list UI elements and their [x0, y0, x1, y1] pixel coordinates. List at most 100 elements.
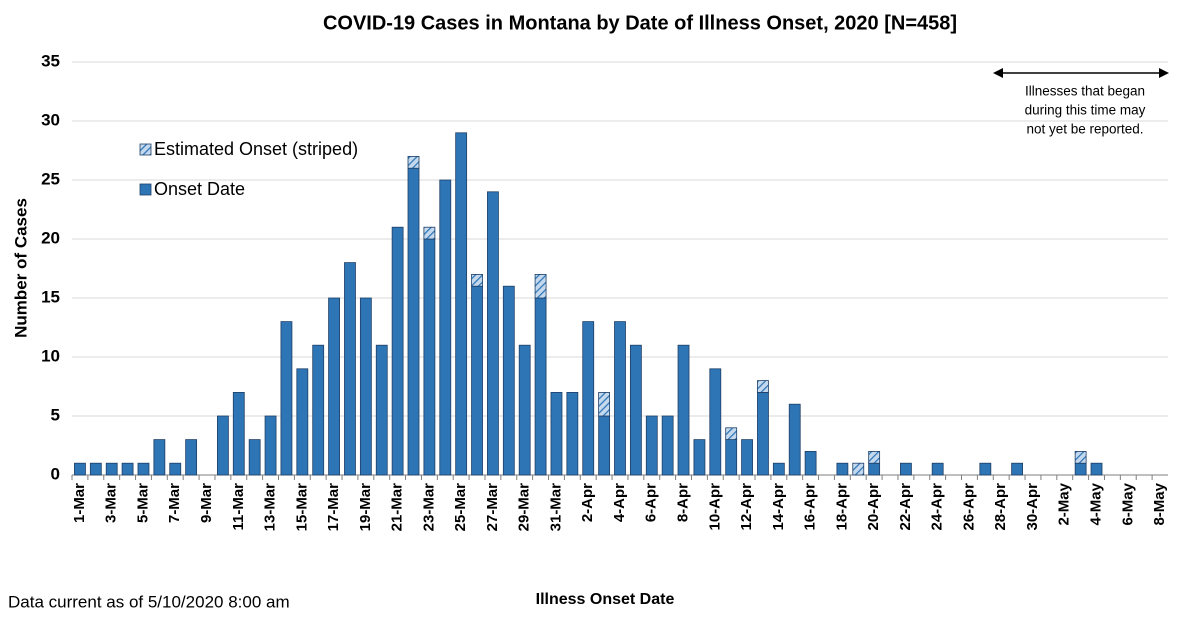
x-tick-label: 2-Apr	[579, 483, 596, 522]
bar	[868, 462, 881, 476]
x-tick-label: 22-Apr	[897, 483, 914, 531]
x-tick-label: 20-Apr	[865, 483, 882, 531]
bar	[296, 368, 309, 476]
bar	[328, 297, 340, 476]
bar	[344, 262, 356, 476]
y-tick-label: 35	[41, 51, 60, 70]
x-tick-label: 2-May	[1056, 482, 1073, 525]
bar	[852, 462, 865, 476]
x-tick-label: 8-Apr	[675, 483, 692, 522]
bar	[693, 439, 706, 476]
bar	[375, 344, 388, 476]
bar	[900, 462, 912, 476]
bar	[868, 450, 881, 464]
bar	[216, 415, 229, 476]
x-tick-label: 5-Mar	[134, 483, 151, 523]
bar	[836, 462, 849, 476]
bar	[169, 462, 182, 476]
x-tick-label: 12-Apr	[738, 483, 755, 531]
x-axis-label: Illness Onset Date	[536, 591, 675, 608]
bar	[677, 344, 690, 476]
x-tick-label: 21-Mar	[389, 483, 406, 532]
bar	[248, 439, 261, 476]
x-tick-label: 26-Apr	[960, 483, 977, 531]
bar	[566, 391, 579, 476]
annotation-line: not yet be reported.	[1026, 122, 1143, 137]
bar	[407, 167, 420, 476]
bar	[359, 297, 372, 476]
x-tick-label: 28-Apr	[992, 483, 1009, 531]
legend-label: Onset Date	[154, 179, 245, 199]
bar	[741, 439, 753, 476]
bar	[1074, 450, 1087, 464]
x-tick-label: 23-Mar	[420, 483, 437, 532]
bar	[614, 321, 626, 476]
bar	[582, 321, 595, 476]
y-tick-label: 0	[51, 464, 60, 483]
x-tick-label: 7-Mar	[166, 483, 183, 523]
annotation-line: Illnesses that began	[1025, 84, 1145, 99]
bar	[804, 450, 817, 476]
bar	[89, 462, 102, 476]
x-tick-label: 6-Apr	[643, 483, 660, 522]
x-tick-label: 31-Mar	[547, 483, 564, 532]
x-tick-label: 25-Mar	[452, 483, 469, 532]
bar	[757, 380, 769, 393]
y-tick-label: 5	[51, 405, 60, 424]
x-tick-label: 4-Apr	[611, 483, 628, 522]
bar	[74, 462, 86, 476]
bar	[725, 427, 738, 440]
annotation-line: during this time may	[1025, 103, 1146, 118]
y-tick-label: 10	[41, 346, 60, 365]
y-axis-label: Number of Cases	[11, 198, 30, 338]
legend: Estimated Onset (striped) Onset Date	[139, 139, 358, 199]
bar	[629, 344, 642, 476]
x-tick-label: 27-Mar	[484, 483, 501, 532]
bar	[534, 273, 547, 299]
bar	[661, 415, 674, 476]
legend-label: Estimated Onset (striped)	[154, 139, 358, 159]
bar	[550, 391, 563, 476]
footnote: Data current as of 5/10/2020 8:00 am	[8, 592, 290, 611]
x-tick-label: 30-Apr	[1024, 483, 1041, 531]
legend-swatch	[139, 183, 152, 196]
x-tick-label: 4-May	[1087, 482, 1104, 525]
x-tick-label: 24-Apr	[929, 483, 946, 531]
x-tick-label: 6-May	[1119, 482, 1136, 525]
bar	[455, 132, 468, 476]
x-tick-label: 1-Mar	[71, 483, 88, 523]
bar	[502, 285, 515, 476]
bar	[709, 368, 722, 476]
bar	[598, 391, 611, 417]
bar	[1090, 462, 1103, 476]
bar	[534, 297, 547, 476]
bar	[1074, 462, 1087, 476]
y-tick-label: 15	[41, 287, 60, 306]
x-tick-label: 3-Mar	[103, 483, 120, 523]
x-tick-label: 9-Mar	[198, 483, 215, 523]
x-tick-label: 15-Mar	[293, 483, 310, 532]
legend-swatch	[139, 143, 152, 156]
chart-title: COVID-19 Cases in Montana by Date of Ill…	[323, 12, 957, 34]
y-tick-label: 20	[41, 228, 60, 247]
bar	[232, 391, 245, 476]
bar	[931, 462, 944, 476]
bar	[423, 238, 436, 476]
x-tick-label: 16-Apr	[802, 483, 819, 531]
bar	[471, 285, 483, 476]
bar	[423, 226, 436, 240]
bar	[725, 439, 738, 476]
bar	[645, 415, 658, 476]
bar	[121, 462, 134, 476]
bar	[407, 155, 420, 169]
x-tick-label: 11-Mar	[230, 483, 247, 531]
bar	[312, 344, 325, 476]
x-tick-label: 18-Apr	[833, 483, 850, 531]
bar	[280, 321, 293, 476]
bar	[487, 191, 499, 476]
x-tick-label: 17-Mar	[325, 483, 342, 532]
bar	[439, 179, 452, 476]
y-tick-label: 30	[41, 110, 60, 129]
x-tick-label: 19-Mar	[357, 483, 374, 532]
